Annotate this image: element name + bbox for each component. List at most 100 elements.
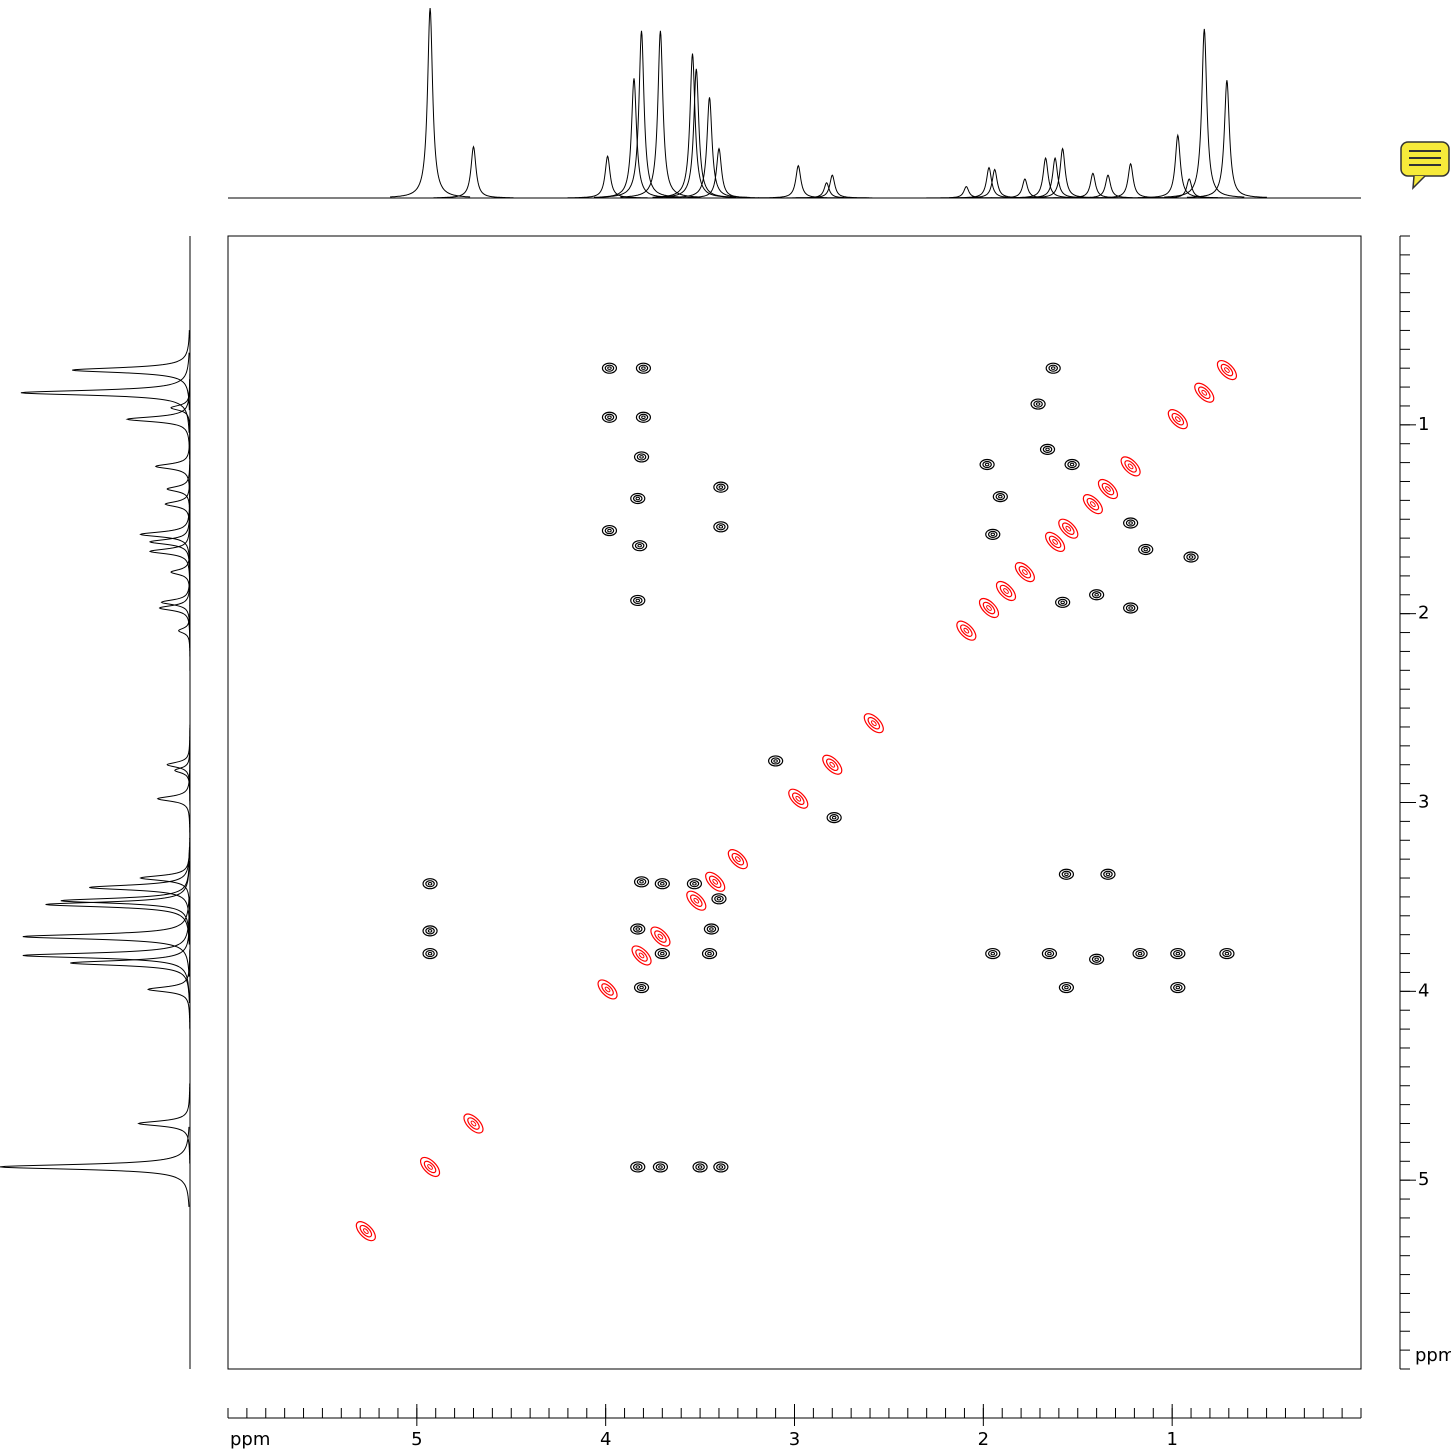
contour-core	[1022, 569, 1028, 575]
comment-icon[interactable]	[1400, 141, 1450, 190]
contour-outer	[1045, 531, 1066, 552]
contour-outer	[703, 923, 720, 935]
contour-outer	[597, 979, 618, 1000]
contour-ring	[1197, 386, 1211, 400]
contour-core	[1137, 951, 1143, 956]
contour-ring	[1173, 949, 1183, 958]
contour-outer	[985, 947, 1001, 960]
contour-core	[707, 951, 712, 956]
top-projection-peak	[656, 68, 737, 198]
contour-peak	[601, 524, 618, 537]
top-projection-peak	[652, 53, 733, 198]
contour-peak	[1219, 947, 1235, 960]
contour-ring	[867, 716, 881, 730]
contour-peak	[650, 926, 671, 947]
top-projection-peak	[1052, 172, 1133, 199]
contour-peak	[1120, 456, 1141, 477]
contour-core	[607, 528, 612, 533]
left-projection-peak	[0, 1126, 190, 1207]
contour-peak	[1194, 382, 1215, 403]
contour-ring	[825, 758, 839, 772]
contour-peak	[1167, 409, 1188, 430]
contour-outer	[768, 755, 784, 767]
contour-core	[1089, 501, 1096, 508]
contour-core	[1064, 872, 1069, 877]
contour-peak	[979, 458, 995, 471]
contour-ring	[657, 949, 668, 958]
contour-ring	[632, 596, 643, 605]
contour-core	[1188, 555, 1194, 559]
contour-ring	[1171, 412, 1185, 426]
contour-outer	[1219, 947, 1235, 960]
contour-ring	[1044, 949, 1055, 958]
contour-peak	[654, 878, 670, 890]
left-projection-peak	[178, 590, 191, 671]
contour-outer	[701, 947, 718, 960]
contour-ring	[1101, 482, 1115, 496]
contour-peak	[985, 528, 1001, 540]
x-tick-label: 2	[978, 1429, 989, 1450]
contour-ring	[1048, 364, 1059, 372]
contour-core	[641, 366, 646, 370]
contour-ring	[791, 792, 805, 806]
left-projection-peak	[89, 847, 190, 928]
contour-core	[1094, 593, 1099, 597]
top-projection-peak	[1005, 156, 1086, 199]
contour-core	[638, 952, 645, 959]
x-tick-label: 3	[789, 1429, 800, 1450]
contour-core	[1175, 951, 1181, 956]
top-projection-peak	[679, 147, 759, 199]
contour-ring	[601, 983, 614, 996]
contour-ring	[982, 460, 992, 469]
contour-ring	[1140, 545, 1151, 554]
contour-outer	[601, 524, 618, 537]
contour-outer	[822, 754, 843, 775]
contour-outer	[686, 890, 707, 911]
contour-core	[1201, 389, 1208, 396]
contour-peak	[1045, 531, 1066, 552]
contour-ring	[1042, 445, 1053, 453]
top-projection-peak	[949, 166, 1029, 199]
contour-outer	[631, 945, 652, 966]
left-projection-peak	[137, 1083, 191, 1164]
contour-outer	[995, 580, 1017, 602]
contour-outer	[630, 1161, 646, 1173]
contour-ring	[1091, 591, 1102, 599]
contour-core	[773, 759, 778, 763]
contour-outer	[422, 925, 438, 937]
contour-ring	[1125, 604, 1136, 612]
contour-outer	[633, 451, 650, 463]
contour-outer	[654, 947, 670, 960]
contour-ring	[1057, 598, 1068, 606]
contour-core	[660, 881, 665, 886]
contour-outer	[705, 871, 726, 892]
left-projection-peak	[20, 352, 190, 433]
contour-ring	[604, 364, 615, 372]
y-tick-label: 5	[1418, 1169, 1429, 1190]
contour-ring	[654, 930, 667, 943]
contour-core	[718, 485, 724, 489]
contour-ring	[1220, 363, 1234, 377]
contour-ring	[1048, 535, 1062, 549]
contour-core	[1050, 366, 1056, 370]
contour-outer	[652, 1161, 669, 1173]
contour-outer	[630, 594, 646, 607]
left-projection-peak	[139, 494, 191, 575]
contour-ring	[704, 949, 715, 958]
contour-ring	[425, 949, 435, 958]
contour-core	[1047, 951, 1052, 956]
contour-peak	[956, 620, 977, 641]
contour-peak	[692, 1161, 708, 1173]
contour-core	[1143, 547, 1148, 552]
contour-peak	[635, 362, 652, 374]
left-projection-peak	[146, 949, 191, 1030]
contour-core	[990, 951, 996, 956]
contour-core	[1094, 957, 1099, 961]
top-projection-peak	[390, 7, 471, 198]
contour-ring	[770, 757, 781, 765]
contour-peak	[1138, 543, 1154, 556]
contour-outer	[650, 926, 671, 947]
contour-peak	[422, 878, 438, 890]
contour-outer	[992, 490, 1008, 503]
contour-outer	[863, 713, 884, 734]
